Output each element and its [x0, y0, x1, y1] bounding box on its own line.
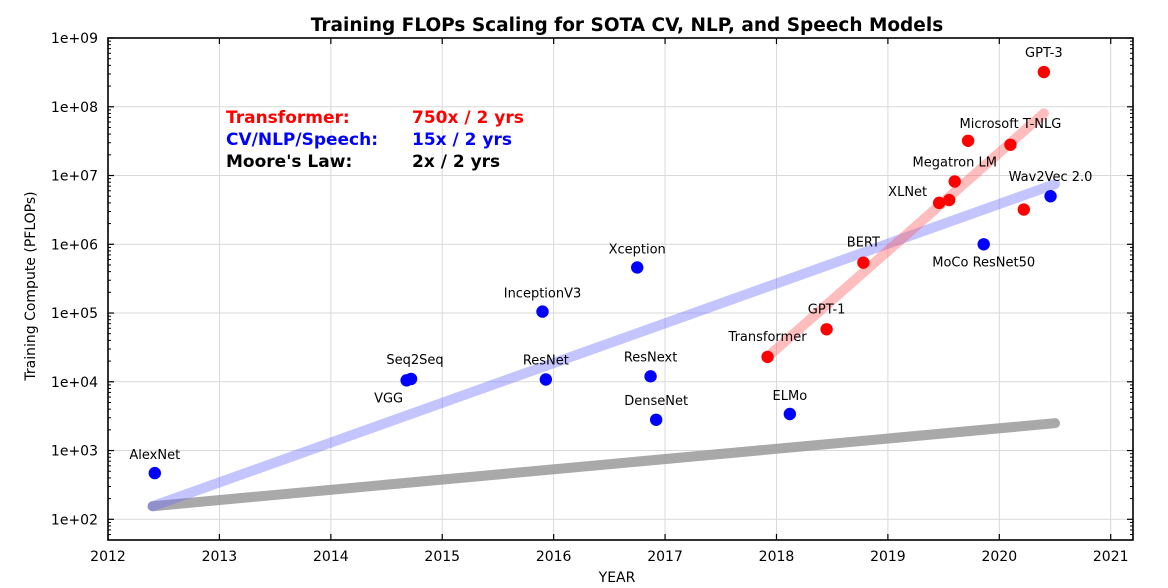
data-point [761, 350, 774, 364]
point-label: AlexNet [129, 448, 180, 463]
x-axis-title: YEAR [598, 570, 636, 586]
data-point [148, 466, 161, 480]
point-label: InceptionV3 [504, 287, 582, 302]
trend-line [147, 418, 1061, 512]
data-point [644, 370, 657, 383]
y-tick-label: 1e+02 [51, 512, 98, 528]
x-tick-label: 2013 [202, 549, 238, 565]
y-tick-label: 1e+04 [51, 375, 98, 391]
x-tick-label: 2021 [1093, 549, 1129, 565]
point-label: VGG [374, 391, 403, 406]
x-tick-label: 2016 [536, 549, 572, 565]
data-point [1044, 190, 1057, 203]
data-point [932, 196, 946, 210]
x-tick-label: 2012 [90, 549, 126, 565]
data-point [400, 374, 413, 387]
point-label: MoCo ResNet50 [932, 255, 1035, 270]
data-point [977, 238, 990, 251]
x-tick-label: 2014 [313, 549, 349, 565]
y-tick-label: 1e+08 [51, 100, 98, 116]
data-point [1017, 203, 1031, 216]
x-tick-label: 2019 [870, 549, 906, 565]
point-label: Seq2Seq [386, 353, 443, 368]
data-point [961, 134, 975, 147]
point-label: Wav2Vec 2.0 [1009, 170, 1093, 185]
x-tick-label: 2020 [981, 549, 1017, 565]
point-label: ResNext [624, 350, 678, 365]
y-tick-label: 1e+07 [51, 169, 98, 185]
point-label: Transformer [728, 330, 808, 345]
legend-name: Transformer: [226, 108, 350, 128]
point-label: ResNet [523, 353, 569, 368]
legend-name: CV/NLP/Speech: [226, 130, 378, 150]
x-tick-label: 2018 [759, 549, 795, 565]
legend-rate: 750x / 2 yrs [412, 108, 524, 128]
point-label: DenseNet [624, 394, 688, 409]
trend-line [762, 108, 1049, 362]
point-label: Megatron LM [913, 155, 997, 170]
data-point [820, 323, 833, 336]
legend-rate: 15x / 2 yrs [412, 130, 512, 150]
data-point [1037, 65, 1051, 79]
point-label: XLNet [888, 185, 927, 200]
point-label: Microsoft T-NLG [960, 117, 1062, 132]
data-point [631, 261, 644, 274]
point-label: Xception [609, 242, 666, 257]
chart-title: Training FLOPs Scaling for SOTA CV, NLP,… [311, 15, 943, 36]
point-labels: AlexNet Seq2Seq VGG InceptionV3 ResNet Xcepti… [129, 46, 1092, 463]
data-point [948, 175, 961, 188]
data-point [1004, 138, 1017, 151]
data-point [536, 305, 549, 318]
y-tick-label: 1e+06 [51, 237, 98, 253]
data-points [148, 65, 1057, 480]
x-tick-label: 2015 [424, 549, 460, 565]
legend-rate: 2x / 2 yrs [412, 152, 500, 172]
data-point [649, 413, 663, 426]
point-label: BERT [847, 236, 880, 251]
y-tick-label: 1e+09 [51, 31, 98, 47]
y-tick-label: 1e+05 [51, 306, 98, 322]
data-point [539, 373, 553, 386]
axis-ticks: 2012 2013 2014 2015 2016 2017 2018 2019 2020 2021… [51, 31, 1133, 565]
legend: Transformer: 750x / 2 yrs CV/NLP/Speech: 15… [226, 108, 524, 172]
y-axis-title: Training Compute (PFLOPs) [23, 191, 39, 381]
trend-line [147, 179, 1061, 512]
point-label: ELMo [773, 389, 808, 404]
data-point [942, 193, 956, 207]
grid [107, 37, 1133, 540]
x-tick-label: 2017 [647, 549, 683, 565]
y-tick-label: 1e+03 [51, 444, 98, 460]
data-point [783, 407, 797, 421]
legend-name: Moore's Law: [226, 152, 352, 172]
data-point [857, 256, 870, 269]
plot-frame [107, 37, 1134, 541]
point-label: GPT-1 [808, 302, 846, 317]
trend-lines [147, 108, 1061, 512]
point-label: GPT-3 [1025, 46, 1063, 61]
